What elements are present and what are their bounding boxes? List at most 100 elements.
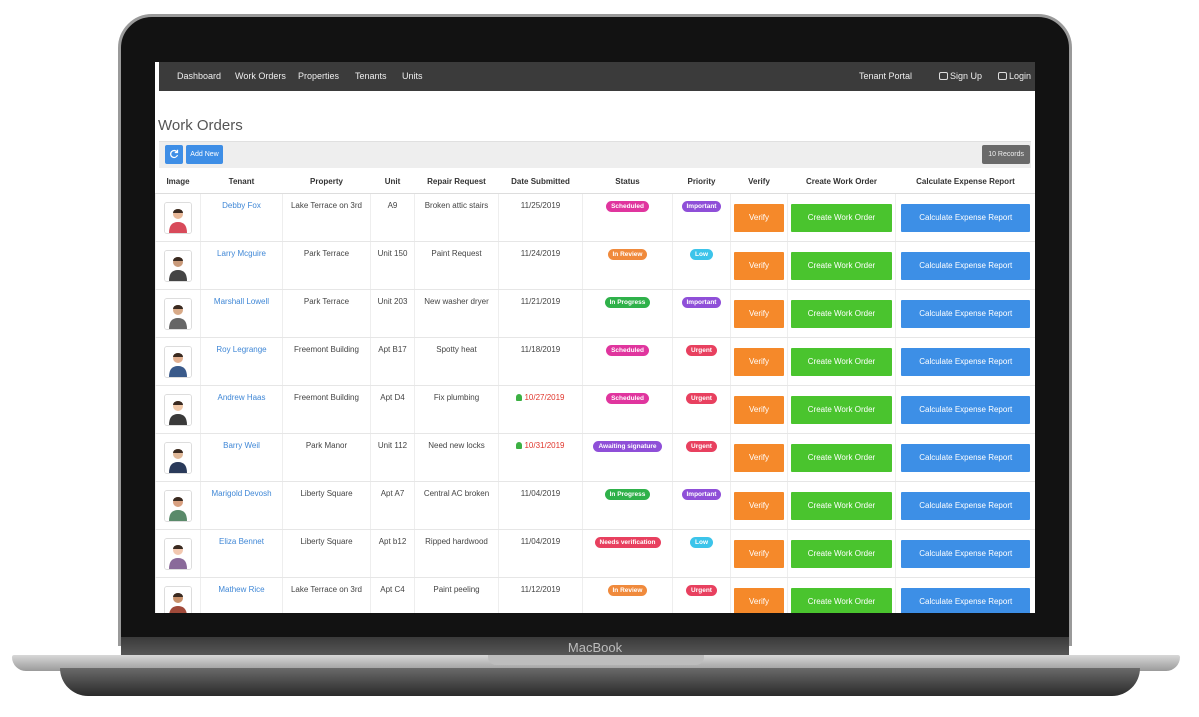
date-cell: 11/12/2019	[498, 577, 583, 613]
tenant-name[interactable]: Mathew Rice	[200, 577, 283, 613]
avatar	[164, 441, 192, 474]
status-badge: Scheduled	[606, 393, 649, 404]
property: Freemont Building	[282, 385, 371, 434]
verify-button[interactable]: Verify	[734, 395, 784, 424]
create-work-order-button[interactable]: Create Work Order	[791, 587, 892, 613]
status-badge: Scheduled	[606, 345, 649, 356]
avatar	[164, 249, 192, 282]
column-header: Verify	[730, 169, 788, 194]
verify-button[interactable]: Verify	[734, 251, 784, 280]
verify-button[interactable]: Verify	[734, 443, 784, 472]
verify-cell: Verify	[730, 241, 788, 290]
tenant-name[interactable]: Eliza Bennet	[200, 529, 283, 578]
repair-request: Fix plumbing	[414, 385, 499, 434]
priority-badge: Urgent	[686, 393, 717, 404]
verify-cell: Verify	[730, 385, 788, 434]
calculate-cell: Calculate Expense Report	[895, 433, 1035, 482]
nav-link[interactable]: Sign Up	[939, 71, 982, 81]
nav-link[interactable]: Work Orders	[235, 71, 286, 81]
verify-button[interactable]: Verify	[734, 587, 784, 613]
calculate-expense-button[interactable]: Calculate Expense Report	[901, 203, 1031, 232]
date-submitted: 11/24/2019	[520, 249, 561, 258]
priority-badge: Low	[690, 249, 713, 260]
create-work-order-button[interactable]: Create Work Order	[791, 251, 892, 280]
nav-bar: Dashboard Work Orders Properties Tenants Uni…	[159, 62, 1035, 91]
verify-button[interactable]: Verify	[734, 299, 784, 328]
nav-link[interactable]: Properties	[298, 71, 340, 81]
unit: A9	[370, 193, 415, 242]
create-work-order-button[interactable]: Create Work Order	[791, 491, 892, 520]
nav-link[interactable]: Units	[402, 71, 423, 81]
calculate-expense-button[interactable]: Calculate Expense Report	[901, 251, 1031, 280]
create-cell: Create Work Order	[787, 529, 896, 578]
status-cell: In Review	[582, 241, 673, 290]
tenant-name[interactable]: Larry Mcguire	[200, 241, 283, 290]
nav-link[interactable]: Dashboard	[177, 71, 222, 81]
create-work-order-button[interactable]: Create Work Order	[791, 347, 892, 376]
create-work-order-button[interactable]: Create Work Order	[791, 443, 892, 472]
priority-cell: Urgent	[672, 577, 731, 613]
tenant-name[interactable]: Andrew Haas	[200, 385, 283, 434]
calculate-cell: Calculate Expense Report	[895, 193, 1035, 242]
calculate-expense-button[interactable]: Calculate Expense Report	[901, 299, 1031, 328]
calculate-expense-button[interactable]: Calculate Expense Report	[901, 491, 1031, 520]
tenant-name[interactable]: Roy Legrange	[200, 337, 283, 386]
property: Liberty Square	[282, 481, 371, 530]
verify-button[interactable]: Verify	[734, 539, 784, 568]
unit: Unit 150	[370, 241, 415, 290]
priority-badge: Urgent	[686, 345, 717, 356]
image-cell	[155, 433, 201, 482]
table-row: Debby Fox Lake Terrace on 3rd A9 Broken att…	[155, 193, 1035, 242]
property: Liberty Square	[282, 529, 371, 578]
nav-link[interactable]: Login	[998, 71, 1031, 81]
verify-button[interactable]: Verify	[734, 203, 784, 232]
create-cell: Create Work Order	[787, 193, 896, 242]
calculate-expense-button[interactable]: Calculate Expense Report	[901, 539, 1031, 568]
create-cell: Create Work Order	[787, 577, 896, 613]
avatar	[164, 489, 192, 522]
nav-icon	[998, 72, 1007, 80]
image-cell	[155, 193, 201, 242]
nav-icon	[939, 72, 948, 80]
page-title: Work Orders	[158, 117, 243, 134]
repair-request: Need new locks	[414, 433, 499, 482]
status-badge: In Review	[607, 585, 648, 596]
date-cell: 10/31/2019	[498, 433, 583, 482]
refresh-button[interactable]	[165, 145, 183, 164]
priority-badge: Important	[681, 297, 722, 308]
calculate-expense-button[interactable]: Calculate Expense Report	[901, 395, 1031, 424]
calculate-cell: Calculate Expense Report	[895, 337, 1035, 386]
calculate-expense-button[interactable]: Calculate Expense Report	[901, 587, 1031, 613]
tenant-name[interactable]: Barry Weil	[200, 433, 283, 482]
table-body: Debby Fox Lake Terrace on 3rd A9 Broken att…	[155, 193, 1035, 613]
nav-link[interactable]: Tenant Portal	[859, 71, 912, 81]
create-work-order-button[interactable]: Create Work Order	[791, 299, 892, 328]
property: Park Terrace	[282, 241, 371, 290]
brand-label: MacBook	[567, 640, 623, 655]
calculate-expense-button[interactable]: Calculate Expense Report	[901, 347, 1031, 376]
priority-badge: Important	[681, 489, 722, 500]
calculate-cell: Calculate Expense Report	[895, 529, 1035, 578]
tenant-name[interactable]: Marigold Devosh	[200, 481, 283, 530]
column-header: Date Submitted	[498, 169, 583, 194]
tenant-name[interactable]: Marshall Lowell	[200, 289, 283, 338]
create-work-order-button[interactable]: Create Work Order	[791, 203, 892, 232]
nav-link[interactable]: Tenants	[355, 71, 387, 81]
bell-icon	[516, 394, 523, 401]
toolbar: Add New 10 Records	[159, 141, 1031, 168]
verify-button[interactable]: Verify	[734, 347, 784, 376]
priority-cell: Low	[672, 241, 731, 290]
verify-cell: Verify	[730, 193, 788, 242]
add-new-button[interactable]: Add New	[186, 145, 223, 164]
status-cell: Awaiting signature	[582, 433, 673, 482]
create-work-order-button[interactable]: Create Work Order	[791, 539, 892, 568]
bell-icon	[516, 442, 523, 449]
create-work-order-button[interactable]: Create Work Order	[791, 395, 892, 424]
tenant-name[interactable]: Debby Fox	[200, 193, 283, 242]
column-header: Unit	[370, 169, 415, 194]
verify-cell: Verify	[730, 337, 788, 386]
calculate-expense-button[interactable]: Calculate Expense Report	[901, 443, 1031, 472]
verify-button[interactable]: Verify	[734, 491, 784, 520]
laptop-chin	[121, 637, 1069, 657]
status-cell: Scheduled	[582, 193, 673, 242]
